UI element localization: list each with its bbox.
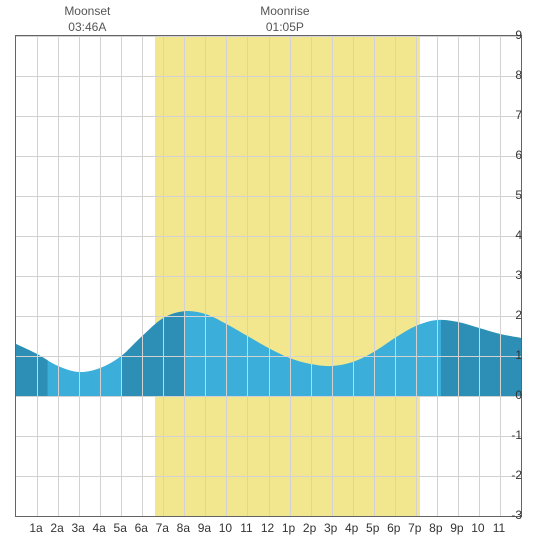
- y-tick-label: 5: [511, 188, 522, 202]
- x-tick-label: 2a: [50, 521, 63, 535]
- y-tick-label: 6: [511, 148, 522, 162]
- grid-line-v: [163, 36, 164, 516]
- moonset-label: Moonset 03:46A: [64, 4, 110, 35]
- x-tick-label: 8p: [429, 521, 442, 535]
- x-tick-label: 3a: [71, 521, 84, 535]
- grid-line-v: [353, 36, 354, 516]
- grid-line-v: [500, 36, 501, 516]
- y-tick-label: -3: [507, 508, 522, 522]
- grid-line-v: [458, 36, 459, 516]
- x-tick-label: 9p: [450, 521, 463, 535]
- x-tick-label: 12: [261, 521, 274, 535]
- grid-line-v: [247, 36, 248, 516]
- x-tick-label: 7a: [156, 521, 169, 535]
- x-tick-label: 7p: [408, 521, 421, 535]
- x-tick-label: 1a: [29, 521, 42, 535]
- x-tick-label: 8a: [177, 521, 190, 535]
- moonset-time: 03:46A: [64, 20, 110, 36]
- x-tick-label: 1p: [282, 521, 295, 535]
- grid-line-v: [184, 36, 185, 516]
- moonrise-time: 01:05P: [260, 20, 309, 36]
- plot-area: [15, 35, 522, 517]
- grid-line-v: [58, 36, 59, 516]
- x-tick-label: 5a: [114, 521, 127, 535]
- x-tick-label: 10: [471, 521, 484, 535]
- grid-line-v: [290, 36, 291, 516]
- x-tick-label: 2p: [303, 521, 316, 535]
- y-tick-label: 2: [511, 308, 522, 322]
- grid-line-v: [226, 36, 227, 516]
- grid-line-v: [479, 36, 480, 516]
- x-tick-label: 9a: [198, 521, 211, 535]
- x-tick-label: 3p: [324, 521, 337, 535]
- grid-line-v: [205, 36, 206, 516]
- grid-line-v: [121, 36, 122, 516]
- grid-line-h: [16, 516, 521, 517]
- y-tick-label: 8: [511, 68, 522, 82]
- grid-line-v: [437, 36, 438, 516]
- moonrise-title: Moonrise: [260, 4, 309, 20]
- y-tick-label: 9: [511, 28, 522, 42]
- grid-line-v: [79, 36, 80, 516]
- grid-line-v: [37, 36, 38, 516]
- y-tick-label: 1: [511, 348, 522, 362]
- grid-line-v: [142, 36, 143, 516]
- x-tick-label: 10: [219, 521, 232, 535]
- moonrise-label: Moonrise 01:05P: [260, 4, 309, 35]
- x-tick-label: 11: [240, 521, 252, 535]
- y-tick-label: 0: [511, 388, 522, 402]
- grid-line-v: [269, 36, 270, 516]
- tide-chart: Moonset 03:46A Moonrise 01:05P -3-2-1012…: [0, 0, 550, 550]
- x-tick-label: 5p: [366, 521, 379, 535]
- x-tick-label: 4p: [345, 521, 358, 535]
- y-tick-label: -1: [507, 428, 522, 442]
- y-tick-label: 4: [511, 228, 522, 242]
- x-tick-label: 6a: [135, 521, 148, 535]
- x-tick-label: 4a: [92, 521, 105, 535]
- grid-line-v: [100, 36, 101, 516]
- x-tick-label: 11: [493, 521, 505, 535]
- grid-line-v: [374, 36, 375, 516]
- y-tick-label: 7: [511, 108, 522, 122]
- grid-line-v: [332, 36, 333, 516]
- grid-line-v: [416, 36, 417, 516]
- y-tick-label: 3: [511, 268, 522, 282]
- moonset-title: Moonset: [64, 4, 110, 20]
- grid-line-v: [395, 36, 396, 516]
- y-tick-label: -2: [507, 468, 522, 482]
- grid-line-v: [311, 36, 312, 516]
- x-tick-label: 6p: [387, 521, 400, 535]
